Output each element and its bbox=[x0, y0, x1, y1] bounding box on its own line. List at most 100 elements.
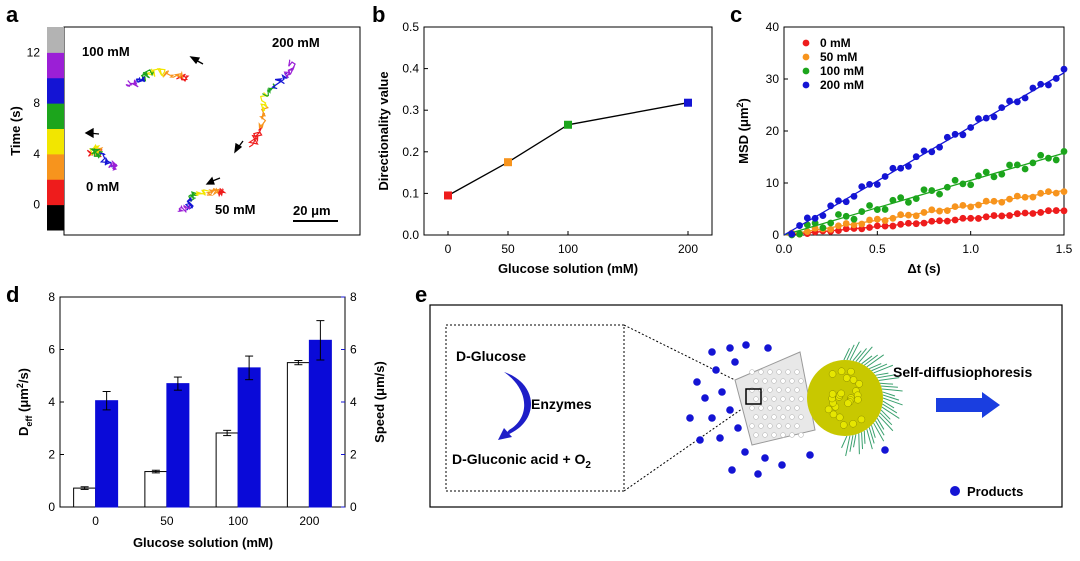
trajectory-100mM-seg-1 bbox=[162, 70, 184, 79]
d-bar-Speed-1 bbox=[166, 383, 190, 508]
colorbar-segment-2 bbox=[47, 153, 64, 180]
label-200mM: 200 mM bbox=[272, 35, 320, 50]
d-bar-Speed-3 bbox=[308, 339, 332, 508]
brush-34 bbox=[861, 432, 864, 450]
c-point-0-23 bbox=[959, 214, 967, 222]
pore-7-0 bbox=[753, 432, 759, 438]
trajectory-0mM-seg-5 bbox=[108, 159, 118, 171]
pore-1-0 bbox=[753, 378, 759, 384]
product-dot-19 bbox=[754, 470, 762, 478]
pore-3-4 bbox=[789, 396, 795, 402]
b-ytick-label-5: 0.5 bbox=[402, 20, 419, 34]
panel-a-letter: a bbox=[6, 2, 19, 27]
colorbar-tick-2: 8 bbox=[33, 96, 40, 110]
panel-b: b 0.0 0.1 0.2 0.3 0.4 0.5 0 50 100 200 Directiona… bbox=[372, 2, 713, 276]
pore-1-2 bbox=[771, 378, 777, 384]
c-point-1-36 bbox=[1060, 188, 1068, 196]
pore-4-0 bbox=[749, 405, 755, 411]
trajectory-100mM-seg-2 bbox=[145, 67, 166, 78]
panel-d-ylabel-left: Deff (μm2/s) bbox=[15, 368, 34, 436]
panel-b-xlabel: Glucose solution (mM) bbox=[498, 261, 638, 276]
brush-32 bbox=[866, 428, 873, 450]
panel-d-ylabel-right: Speed (μm/s) bbox=[372, 361, 387, 443]
pore-6-4 bbox=[785, 423, 791, 429]
label-50mM: 50 mM bbox=[215, 202, 255, 217]
product-dot-14 bbox=[734, 424, 742, 432]
c-fit-line-2 bbox=[783, 152, 1065, 236]
c-legend-marker-0 bbox=[802, 39, 810, 47]
b-xtick-label-3: 200 bbox=[678, 242, 698, 256]
trajectory-50mM-seg-0 bbox=[215, 187, 227, 198]
brush-9 bbox=[869, 363, 882, 370]
c-point-2-15 bbox=[897, 194, 905, 202]
b-ytick-label-2: 0.2 bbox=[402, 145, 419, 159]
brush-18 bbox=[882, 391, 896, 397]
cap-bead-18 bbox=[855, 380, 863, 388]
product-label-main: D-Gluconic acid + O bbox=[452, 451, 586, 467]
c-point-3-12 bbox=[873, 181, 881, 188]
product-dot-21 bbox=[881, 446, 889, 454]
product-dot-18 bbox=[728, 466, 736, 474]
cap-bead-15 bbox=[837, 367, 846, 375]
pore-5-1 bbox=[762, 414, 768, 420]
d-ytick-right-label-0: 0 bbox=[350, 500, 357, 514]
c-legend-label-2: 100 mM bbox=[820, 64, 864, 78]
c-point-0-16 bbox=[905, 219, 912, 227]
c-point-2-9 bbox=[850, 215, 858, 223]
panel-b-plot-frame bbox=[423, 26, 713, 236]
c-point-2-28 bbox=[998, 170, 1006, 178]
c-point-2-35 bbox=[1052, 156, 1060, 164]
panel-c-ylabel-sup: 2 bbox=[735, 102, 745, 107]
c-point-2-26 bbox=[982, 168, 990, 176]
panel-d-ylabel-left-sup: 2 bbox=[15, 383, 25, 388]
brush-26 bbox=[878, 415, 894, 432]
reactant-label: D-Glucose bbox=[456, 348, 526, 364]
brush-16 bbox=[881, 385, 898, 388]
brush-27 bbox=[876, 417, 885, 430]
cap-bead-2 bbox=[843, 374, 851, 382]
panel-e-letter: e bbox=[415, 282, 427, 307]
panel-a-direction-arrows bbox=[84, 56, 244, 185]
pore-2-2 bbox=[767, 387, 773, 393]
b-point-2 bbox=[564, 120, 572, 129]
brush-28 bbox=[875, 420, 885, 436]
c-ytick-label-2: 20 bbox=[766, 124, 780, 138]
pore-1-1 bbox=[762, 378, 768, 384]
c-xtick-label-3: 1.5 bbox=[1056, 242, 1073, 256]
enzyme-cap-beads bbox=[824, 367, 866, 429]
arrow-0mM-head bbox=[84, 127, 94, 139]
arrow-50mM-head bbox=[205, 176, 215, 185]
d-ytick-right-label-1: 2 bbox=[350, 448, 357, 462]
panel-c-letter: c bbox=[730, 2, 742, 27]
d-bar-Deff-3 bbox=[286, 362, 310, 508]
pore-7-5 bbox=[798, 432, 804, 438]
product-label: D-Gluconic acid + O2 bbox=[452, 451, 591, 471]
trajectory-50mM-seg-5 bbox=[177, 204, 190, 214]
c-ytick-label-1: 10 bbox=[766, 176, 780, 190]
brush-1 bbox=[846, 344, 855, 361]
c-point-0-36 bbox=[1060, 207, 1068, 215]
pore-3-1 bbox=[762, 396, 768, 402]
colorbar-segment-6 bbox=[47, 52, 64, 79]
colorbar-segment-4 bbox=[47, 103, 64, 129]
c-point-2-20 bbox=[936, 190, 943, 198]
pore-7-1 bbox=[762, 432, 768, 438]
label-100mM: 100 mM bbox=[82, 44, 130, 59]
pore-1-3 bbox=[780, 378, 786, 384]
product-label-sub: 2 bbox=[585, 460, 591, 471]
nanomotor-illustration bbox=[734, 341, 903, 457]
product-dot-15 bbox=[741, 448, 749, 456]
colorbar-segment-5 bbox=[47, 77, 64, 104]
cap-bead-11 bbox=[849, 420, 857, 428]
c-point-2-31 bbox=[1021, 165, 1029, 173]
product-dot-5 bbox=[712, 366, 720, 374]
arrow-200mM-head bbox=[234, 142, 243, 154]
colorbar-tick-1: 4 bbox=[33, 147, 40, 161]
c-legend-marker-3 bbox=[802, 81, 810, 89]
cap-bead-24 bbox=[844, 399, 852, 407]
c-point-2-5 bbox=[819, 224, 827, 232]
brush-39 bbox=[841, 435, 848, 449]
b-point-3 bbox=[684, 98, 692, 107]
pore-1-4 bbox=[789, 378, 795, 384]
